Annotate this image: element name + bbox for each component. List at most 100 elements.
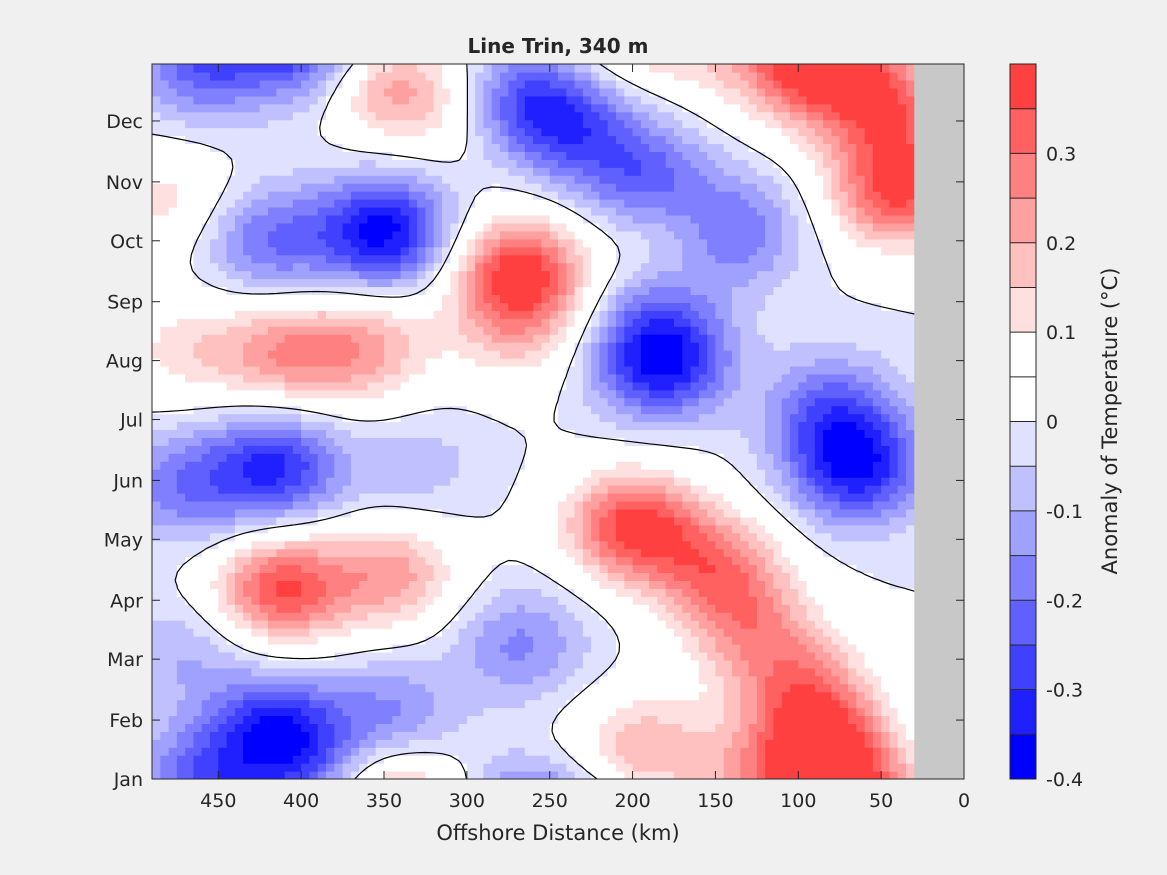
- heatmap-cell: [814, 588, 824, 597]
- heatmap-cell: [193, 667, 203, 677]
- heatmap-cell: [632, 691, 642, 701]
- heatmap-cell: [326, 755, 335, 764]
- heatmap-cell: [698, 381, 708, 391]
- heatmap-cell: [723, 643, 733, 653]
- heatmap-cell: [790, 357, 799, 367]
- heatmap-cell: [640, 747, 650, 756]
- heatmap-cell: [176, 667, 186, 677]
- heatmap-cell: [748, 699, 758, 709]
- heatmap-cell: [790, 596, 799, 605]
- heatmap-cell: [367, 516, 377, 526]
- heatmap-cell: [342, 763, 352, 772]
- heatmap-cell: [674, 532, 683, 542]
- heatmap-cell: [906, 628, 915, 637]
- heatmap-cell: [765, 707, 775, 717]
- heatmap-cell: [798, 667, 808, 677]
- heatmap-cell: [831, 620, 841, 629]
- heatmap-cell: [806, 485, 816, 494]
- heatmap-cell: [599, 532, 609, 542]
- heatmap-cell: [765, 445, 775, 454]
- heatmap-cell: [897, 643, 907, 653]
- heatmap-cell: [839, 405, 849, 415]
- heatmap-cell: [292, 747, 302, 756]
- heatmap-cell: [889, 421, 899, 431]
- heatmap-cell: [566, 381, 576, 391]
- heatmap-cell: [210, 620, 219, 629]
- heatmap-cell: [533, 691, 543, 701]
- heatmap-cell: [765, 516, 775, 526]
- heatmap-cell: [458, 771, 468, 779]
- heatmap-cell: [442, 365, 451, 375]
- heatmap-cell: [740, 715, 750, 724]
- heatmap-cell: [541, 580, 551, 589]
- heatmap-cell: [806, 500, 816, 510]
- heatmap-cell: [558, 596, 567, 605]
- heatmap-cell: [781, 771, 791, 779]
- heatmap-cell: [450, 373, 460, 383]
- heatmap-cell: [268, 564, 277, 574]
- heatmap-cell: [508, 524, 518, 534]
- heatmap-cell: [234, 342, 244, 351]
- heatmap-cell: [707, 675, 717, 685]
- heatmap-cell: [574, 651, 584, 661]
- heatmap-cell: [408, 381, 418, 391]
- heatmap-cell: [740, 612, 750, 621]
- heatmap-cell: [218, 524, 228, 534]
- heatmap-cell: [210, 628, 219, 637]
- heatmap-cell: [690, 739, 700, 748]
- heatmap-cell: [533, 516, 543, 526]
- heatmap-cell: [558, 739, 567, 748]
- heatmap-cell: [624, 707, 634, 717]
- heatmap-cell: [591, 413, 601, 423]
- heatmap-cell: [823, 532, 833, 542]
- heatmap-cell: [251, 397, 261, 407]
- heatmap-cell: [748, 532, 758, 542]
- heatmap-cell: [152, 357, 161, 367]
- heatmap-cell: [243, 604, 253, 613]
- heatmap-cell: [781, 548, 791, 558]
- heatmap-cell: [342, 500, 352, 510]
- heatmap-cell: [301, 651, 311, 661]
- heatmap-cell: [475, 556, 485, 566]
- heatmap-cell: [334, 493, 344, 502]
- heatmap-cell: [715, 357, 725, 367]
- heatmap-cell: [359, 771, 369, 779]
- heatmap-cell: [707, 437, 717, 446]
- heatmap-cell: [698, 500, 708, 510]
- heatmap-cell: [160, 548, 170, 558]
- heatmap-cell: [243, 755, 253, 764]
- heatmap-cell: [491, 683, 501, 693]
- heatmap-cell: [185, 381, 195, 391]
- heatmap-cell: [500, 763, 509, 772]
- heatmap-cell: [856, 691, 866, 701]
- heatmap-cell: [790, 643, 799, 653]
- heatmap-cell: [831, 675, 841, 685]
- heatmap-cell: [856, 493, 866, 502]
- heatmap-cell: [773, 508, 783, 518]
- heatmap-cell: [806, 532, 816, 542]
- heatmap-cell: [326, 731, 335, 740]
- heatmap-cell: [450, 421, 460, 431]
- heatmap-cell: [500, 707, 509, 717]
- heatmap-cell: [674, 405, 683, 415]
- heatmap-cell: [292, 628, 302, 637]
- heatmap-cell: [682, 675, 692, 685]
- heatmap-cell: [765, 500, 775, 510]
- heatmap-cell: [317, 373, 327, 383]
- heatmap-cell: [582, 389, 592, 399]
- heatmap-cell: [359, 532, 369, 542]
- heatmap-cell: [210, 731, 219, 740]
- heatmap-cell: [334, 397, 344, 407]
- heatmap-cell: [168, 477, 178, 486]
- heatmap-cell: [210, 516, 219, 526]
- heatmap-cell: [682, 413, 692, 423]
- heatmap-cell: [732, 675, 741, 685]
- heatmap-cell: [500, 389, 509, 399]
- heatmap-cell: [309, 771, 319, 779]
- heatmap-cell: [690, 691, 700, 701]
- heatmap-cell: [607, 524, 617, 534]
- heatmap-cell: [624, 357, 634, 367]
- heatmap-cell: [516, 381, 526, 391]
- heatmap-cell: [234, 485, 244, 494]
